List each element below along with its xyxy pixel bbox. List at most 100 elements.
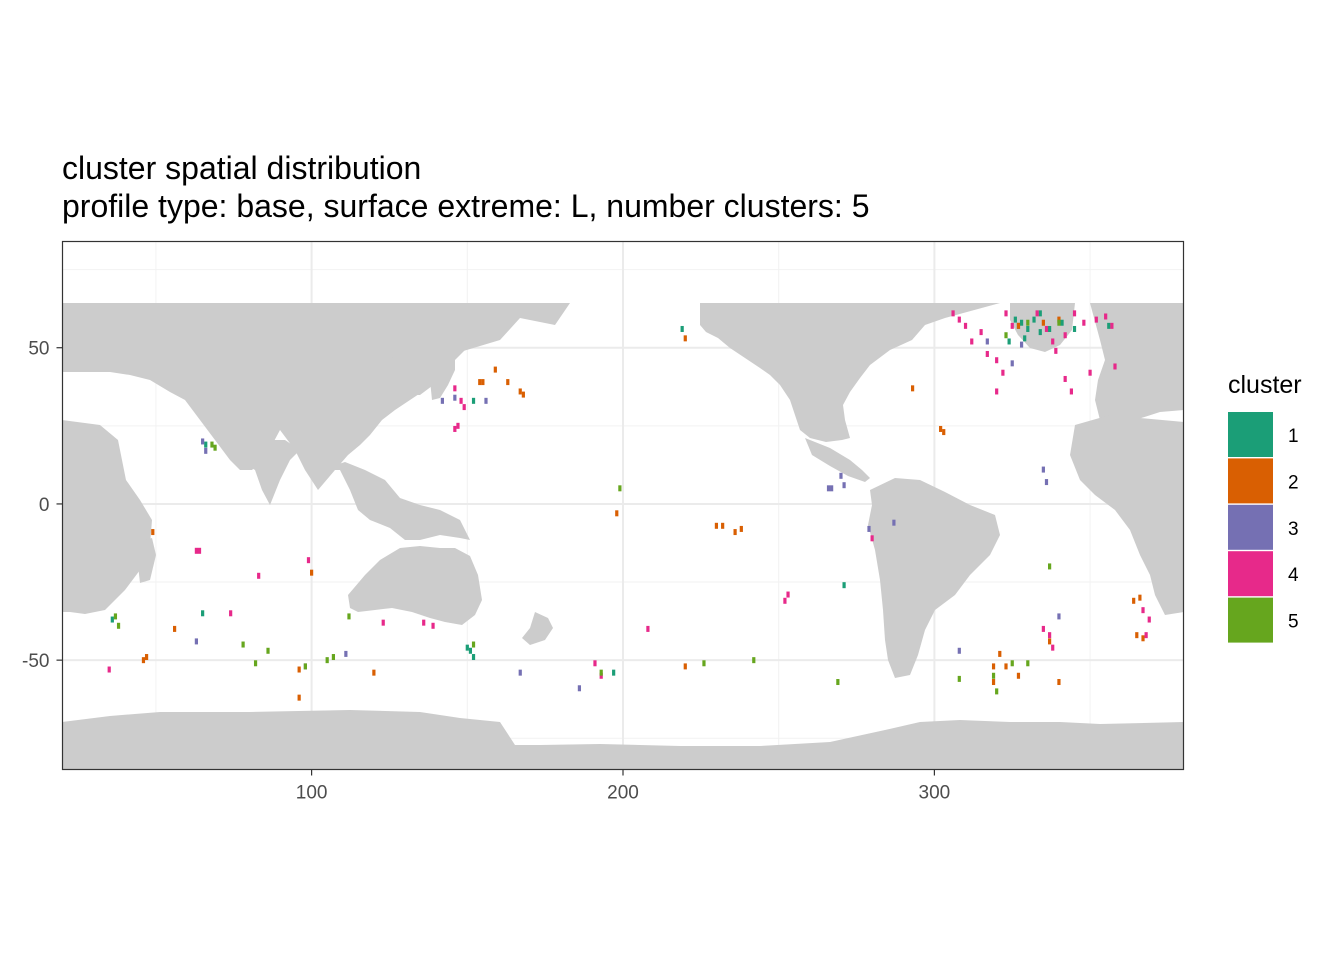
cluster-1-point: [471, 654, 476, 661]
cluster-2-point: [683, 335, 687, 342]
cluster-1-point: [1038, 329, 1042, 336]
cluster-5-point: [213, 444, 217, 451]
cluster-4-point: [599, 672, 603, 679]
cluster-4-point: [381, 619, 385, 626]
cluster-3-point: [194, 638, 198, 645]
cluster-4-point: [1113, 363, 1117, 370]
cluster-1-point: [468, 647, 473, 654]
cluster-4-point: [1004, 310, 1008, 317]
cluster-2-point: [1016, 322, 1021, 329]
cluster-4-point: [462, 404, 466, 411]
cluster-4-point: [1051, 338, 1055, 345]
cluster-3-point: [577, 685, 582, 692]
land-africa-right: [1070, 415, 1184, 615]
cluster-2-point: [991, 679, 996, 686]
cluster-2-point: [733, 529, 737, 536]
cluster-1-point: [1013, 316, 1017, 323]
cluster-5-point: [347, 613, 351, 620]
cluster-3-point: [1041, 466, 1045, 473]
cluster-3-point: [344, 650, 348, 657]
cluster-1-point: [1023, 335, 1027, 342]
cluster-4-point: [1035, 310, 1039, 317]
land-masses: [62, 303, 1184, 769]
cluster-3-point: [1044, 479, 1049, 486]
legend-label-1: 1: [1288, 426, 1299, 447]
cluster-1-point: [1019, 319, 1024, 326]
cluster-2-point: [939, 425, 943, 432]
cluster-5-point: [113, 613, 118, 620]
cluster-5-point: [1010, 660, 1014, 667]
cluster-4-point: [453, 385, 457, 392]
cluster-1-point: [110, 616, 114, 623]
legend-key-2: [1228, 458, 1273, 504]
axes: 100 200 300 50 0 -50: [22, 339, 950, 804]
cluster-5-point: [303, 663, 307, 670]
cluster-1-point: [465, 644, 469, 651]
cluster-1-point: [1107, 322, 1111, 329]
cluster-1-point: [1072, 325, 1077, 332]
cluster-4-point: [995, 388, 999, 395]
land-antarctica: [62, 710, 1184, 769]
cluster-4-point: [431, 622, 435, 629]
cluster-3-point: [892, 519, 896, 526]
cluster-5-point: [702, 660, 706, 667]
cluster-2-point: [310, 569, 314, 576]
cluster-4-point: [453, 425, 457, 432]
legend-label-4: 4: [1288, 565, 1299, 586]
cluster-4-point: [957, 316, 961, 323]
cluster-5-point: [991, 672, 996, 679]
x-tick-label: 200: [607, 783, 639, 804]
cluster-5-point: [1026, 319, 1030, 326]
cluster-5-point: [1004, 332, 1008, 339]
cluster-2-point: [1135, 632, 1139, 639]
cluster-2-point: [721, 522, 725, 529]
cluster-4-point: [456, 422, 460, 429]
cluster-3-point: [1019, 341, 1024, 348]
land-north-america: [700, 303, 1000, 442]
legend-title: cluster: [1228, 371, 1302, 399]
cluster-4-point: [786, 591, 790, 598]
legend-label-5: 5: [1288, 612, 1299, 633]
cluster-3-point: [867, 525, 871, 532]
cluster-5-point: [836, 679, 840, 686]
cluster-2-point: [1016, 672, 1021, 679]
cluster-2-point: [942, 429, 946, 436]
land-japan: [430, 355, 455, 400]
land-africa: [62, 420, 152, 614]
cluster-5-point: [752, 657, 756, 664]
cluster-4-point: [1094, 316, 1098, 323]
cluster-5-point: [116, 622, 121, 629]
cluster-4-point: [963, 322, 968, 329]
cluster-2-point: [991, 663, 996, 670]
cluster-3-point: [484, 397, 488, 404]
cluster-2-point: [518, 388, 522, 395]
land-se-asia: [320, 462, 470, 540]
cluster-3-point: [453, 394, 457, 401]
cluster-5-point: [241, 641, 245, 648]
cluster-4-point: [593, 660, 597, 667]
cluster-3-point: [957, 647, 961, 654]
cluster-2-point: [521, 391, 525, 398]
cluster-4-point: [1010, 322, 1014, 329]
cluster-2-point: [714, 522, 719, 529]
cluster-1-point: [1032, 316, 1036, 323]
cluster-4-point: [107, 666, 111, 673]
land-europe-right: [1090, 303, 1184, 430]
cluster-4-point: [1044, 325, 1049, 332]
cluster-5-point: [210, 441, 214, 448]
legend-label-3: 3: [1288, 519, 1299, 540]
cluster-2-point: [1138, 594, 1142, 601]
cluster-2-point: [683, 663, 687, 670]
cluster-4-point: [1088, 369, 1092, 376]
cluster-3-point: [204, 447, 208, 454]
cluster-2-point: [615, 510, 619, 517]
cluster-4-point: [985, 350, 989, 357]
cluster-3-point: [440, 397, 444, 404]
land-australia: [348, 546, 482, 625]
cluster-2-point: [1141, 635, 1145, 642]
cluster-1-point: [1007, 338, 1011, 345]
chart-title: cluster spatial distribution: [62, 150, 421, 186]
cluster-2-point: [1132, 597, 1136, 604]
cluster-4-point: [1063, 375, 1067, 382]
cluster-4-point: [783, 597, 787, 604]
